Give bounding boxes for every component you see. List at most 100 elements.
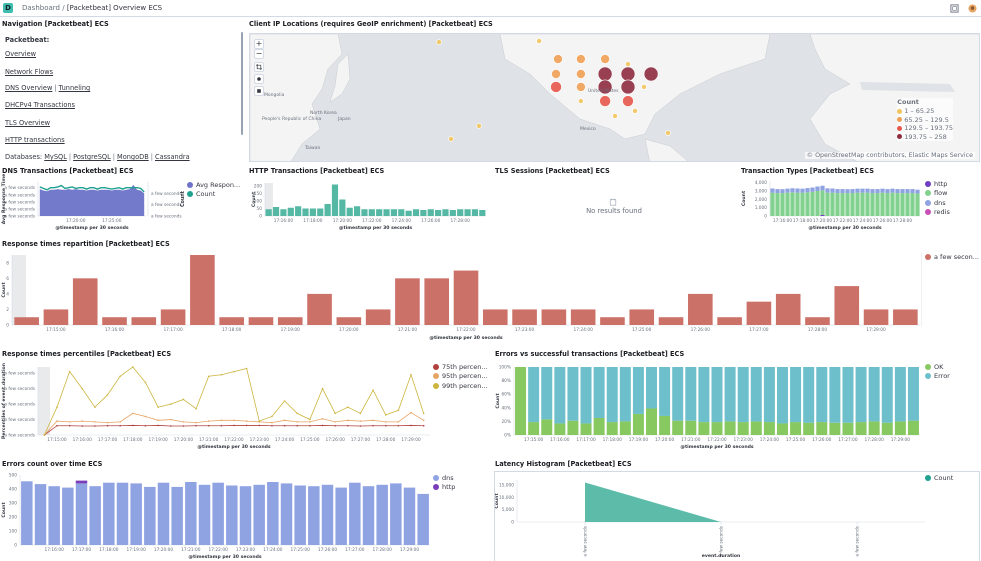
response-times-percentiles-chart[interactable]: a few seconds a few seconds a few seconds a… — [0, 348, 432, 456]
legend-item[interactable]: flow — [925, 189, 950, 199]
legend-label: dns — [442, 473, 454, 482]
link-cassandra[interactable]: Cassandra — [154, 153, 190, 161]
app-logo[interactable]: D — [3, 3, 13, 13]
bar-ok — [776, 423, 788, 435]
legend-item[interactable]: dns — [925, 198, 950, 208]
bar-dns — [239, 486, 252, 545]
legend-item[interactable]: Count — [187, 190, 240, 200]
link-mysql[interactable]: MySQL — [44, 153, 67, 161]
line-point — [422, 424, 425, 427]
legend-item[interactable]: Avg Respon... — [187, 180, 240, 190]
legend-item[interactable]: Count — [925, 473, 953, 483]
x-tick-label: 17:19:00 — [281, 327, 301, 333]
link-mongodb[interactable]: MongoDB — [117, 153, 149, 161]
line-point — [271, 421, 273, 424]
x-tick-label: 17:18:00 — [303, 218, 323, 224]
legend-item[interactable]: http — [925, 179, 950, 189]
x-tick-label: 17:20:00 — [813, 218, 833, 224]
legend-label: http — [934, 179, 948, 188]
bar-count — [383, 209, 390, 216]
x-tick-label: 17:17:00 — [72, 547, 92, 553]
legend-dot — [433, 474, 439, 481]
bar-dns — [885, 189, 890, 194]
map-svg[interactable]: Mongolia North Korea Japan People's Repu… — [250, 34, 980, 162]
map-point — [643, 66, 659, 82]
legend-item[interactable]: OK — [925, 362, 950, 372]
legend-dot — [925, 373, 931, 380]
bar-dns — [34, 484, 47, 545]
line-point — [81, 420, 84, 422]
link-overview[interactable]: Overview — [5, 50, 37, 58]
latency-histogram-chart[interactable]: 0 5,000 10,000 15,000 a few seconds a few sec… — [493, 458, 933, 561]
bar-a-few-secon- — [43, 309, 69, 325]
legend-item[interactable]: dns — [433, 473, 455, 483]
zoom-in-button[interactable]: + — [254, 39, 264, 49]
map-legend-title: Count — [897, 98, 919, 106]
bar-ok — [606, 422, 618, 435]
map-label: Japan — [337, 116, 351, 122]
y-tick-label: a few seconds — [4, 371, 35, 377]
response-times-repartition-chart[interactable]: 0 2 4 6 8 17:15:00 17:16:00 17:17:00 17:18:00 17:… — [0, 238, 924, 346]
bar-dns — [390, 483, 402, 545]
map-legend-item: 1 – 65.25 — [897, 107, 953, 116]
y-right-axis-title: Count — [180, 190, 186, 207]
line-point — [43, 434, 46, 436]
map-canvas[interactable]: Mongolia North Korea Japan People's Repu… — [249, 33, 980, 162]
link-tls-overview[interactable]: TLS Overview — [5, 119, 51, 127]
errors-count-chart[interactable]: 0 100 200 300 400 500 17:16:00 17:17:00 17:18:00… — [0, 458, 432, 561]
breadcrumb-dashboard[interactable]: Dashboard — [22, 4, 60, 12]
legend-item[interactable]: 75th percen... — [433, 362, 488, 372]
bar-dns — [855, 188, 860, 193]
bar-a-few-secon- — [482, 309, 508, 325]
bar-flow — [845, 193, 850, 216]
crop-icon[interactable] — [254, 62, 264, 72]
breadcrumb-separator: / — [62, 4, 65, 12]
map-attribution[interactable]: © OpenStreetMap contributors, Elastic Ma… — [804, 152, 975, 159]
fullscreen-icon[interactable] — [950, 4, 959, 13]
link-tunneling[interactable]: Tunneling — [58, 84, 91, 92]
link-dhcpv4[interactable]: DHCPv4 Transactions — [5, 101, 75, 109]
bar-ok — [619, 421, 631, 435]
legend-item[interactable]: http — [433, 483, 455, 493]
scrollbar[interactable] — [241, 32, 243, 135]
bar-flow — [795, 192, 800, 216]
link-http-transactions[interactable]: HTTP transactions — [5, 136, 65, 144]
line-point — [169, 425, 172, 427]
legend-item[interactable]: redis — [925, 208, 950, 218]
x-axis-title: @timestamp per 30 seconds — [55, 225, 129, 231]
map-point — [620, 79, 636, 95]
x-tick-label: 17:21:00 — [181, 547, 201, 553]
draw-square-icon[interactable] — [254, 86, 264, 96]
y-tick-label: 4,000 — [755, 180, 768, 186]
legend-item[interactable]: Error — [925, 372, 950, 382]
zoom-out-button[interactable]: − — [254, 49, 264, 59]
user-avatar[interactable] — [968, 4, 977, 13]
errors-vs-successful-chart[interactable]: 0% 20% 40% 60% 80% 100% 17:15:00 17:16:00 17:17:… — [493, 348, 923, 456]
map-point — [576, 54, 586, 64]
x-tick-label: 17:16:00 — [773, 218, 793, 224]
x-tick-label: 17:17:00 — [576, 437, 596, 443]
link-network-flows[interactable]: Network Flows — [5, 68, 54, 76]
x-tick-label: 17:23:00 — [734, 437, 754, 443]
line-point — [220, 419, 223, 422]
legend-item[interactable]: 99th percen... — [433, 381, 488, 391]
y-tick-label: 500 — [9, 473, 17, 479]
legend-item[interactable]: a few secon... — [925, 252, 979, 262]
bar-flow — [860, 192, 865, 216]
bar-error — [829, 367, 841, 423]
bar-dns — [830, 188, 835, 193]
bar-dns — [335, 487, 347, 545]
link-dns-overview[interactable]: DNS Overview — [5, 84, 53, 92]
y-tick-label: 400 — [9, 487, 17, 493]
line-point — [233, 424, 235, 427]
link-postgresql[interactable]: PostgreSQL — [73, 153, 111, 161]
bar-flow — [840, 193, 845, 216]
draw-point-icon[interactable] — [254, 74, 264, 84]
legend-item[interactable]: 95th percen... — [433, 372, 488, 382]
bar-dns — [116, 482, 129, 545]
bar-flow — [770, 192, 775, 216]
x-tick-label: 17:24:00 — [853, 218, 873, 224]
